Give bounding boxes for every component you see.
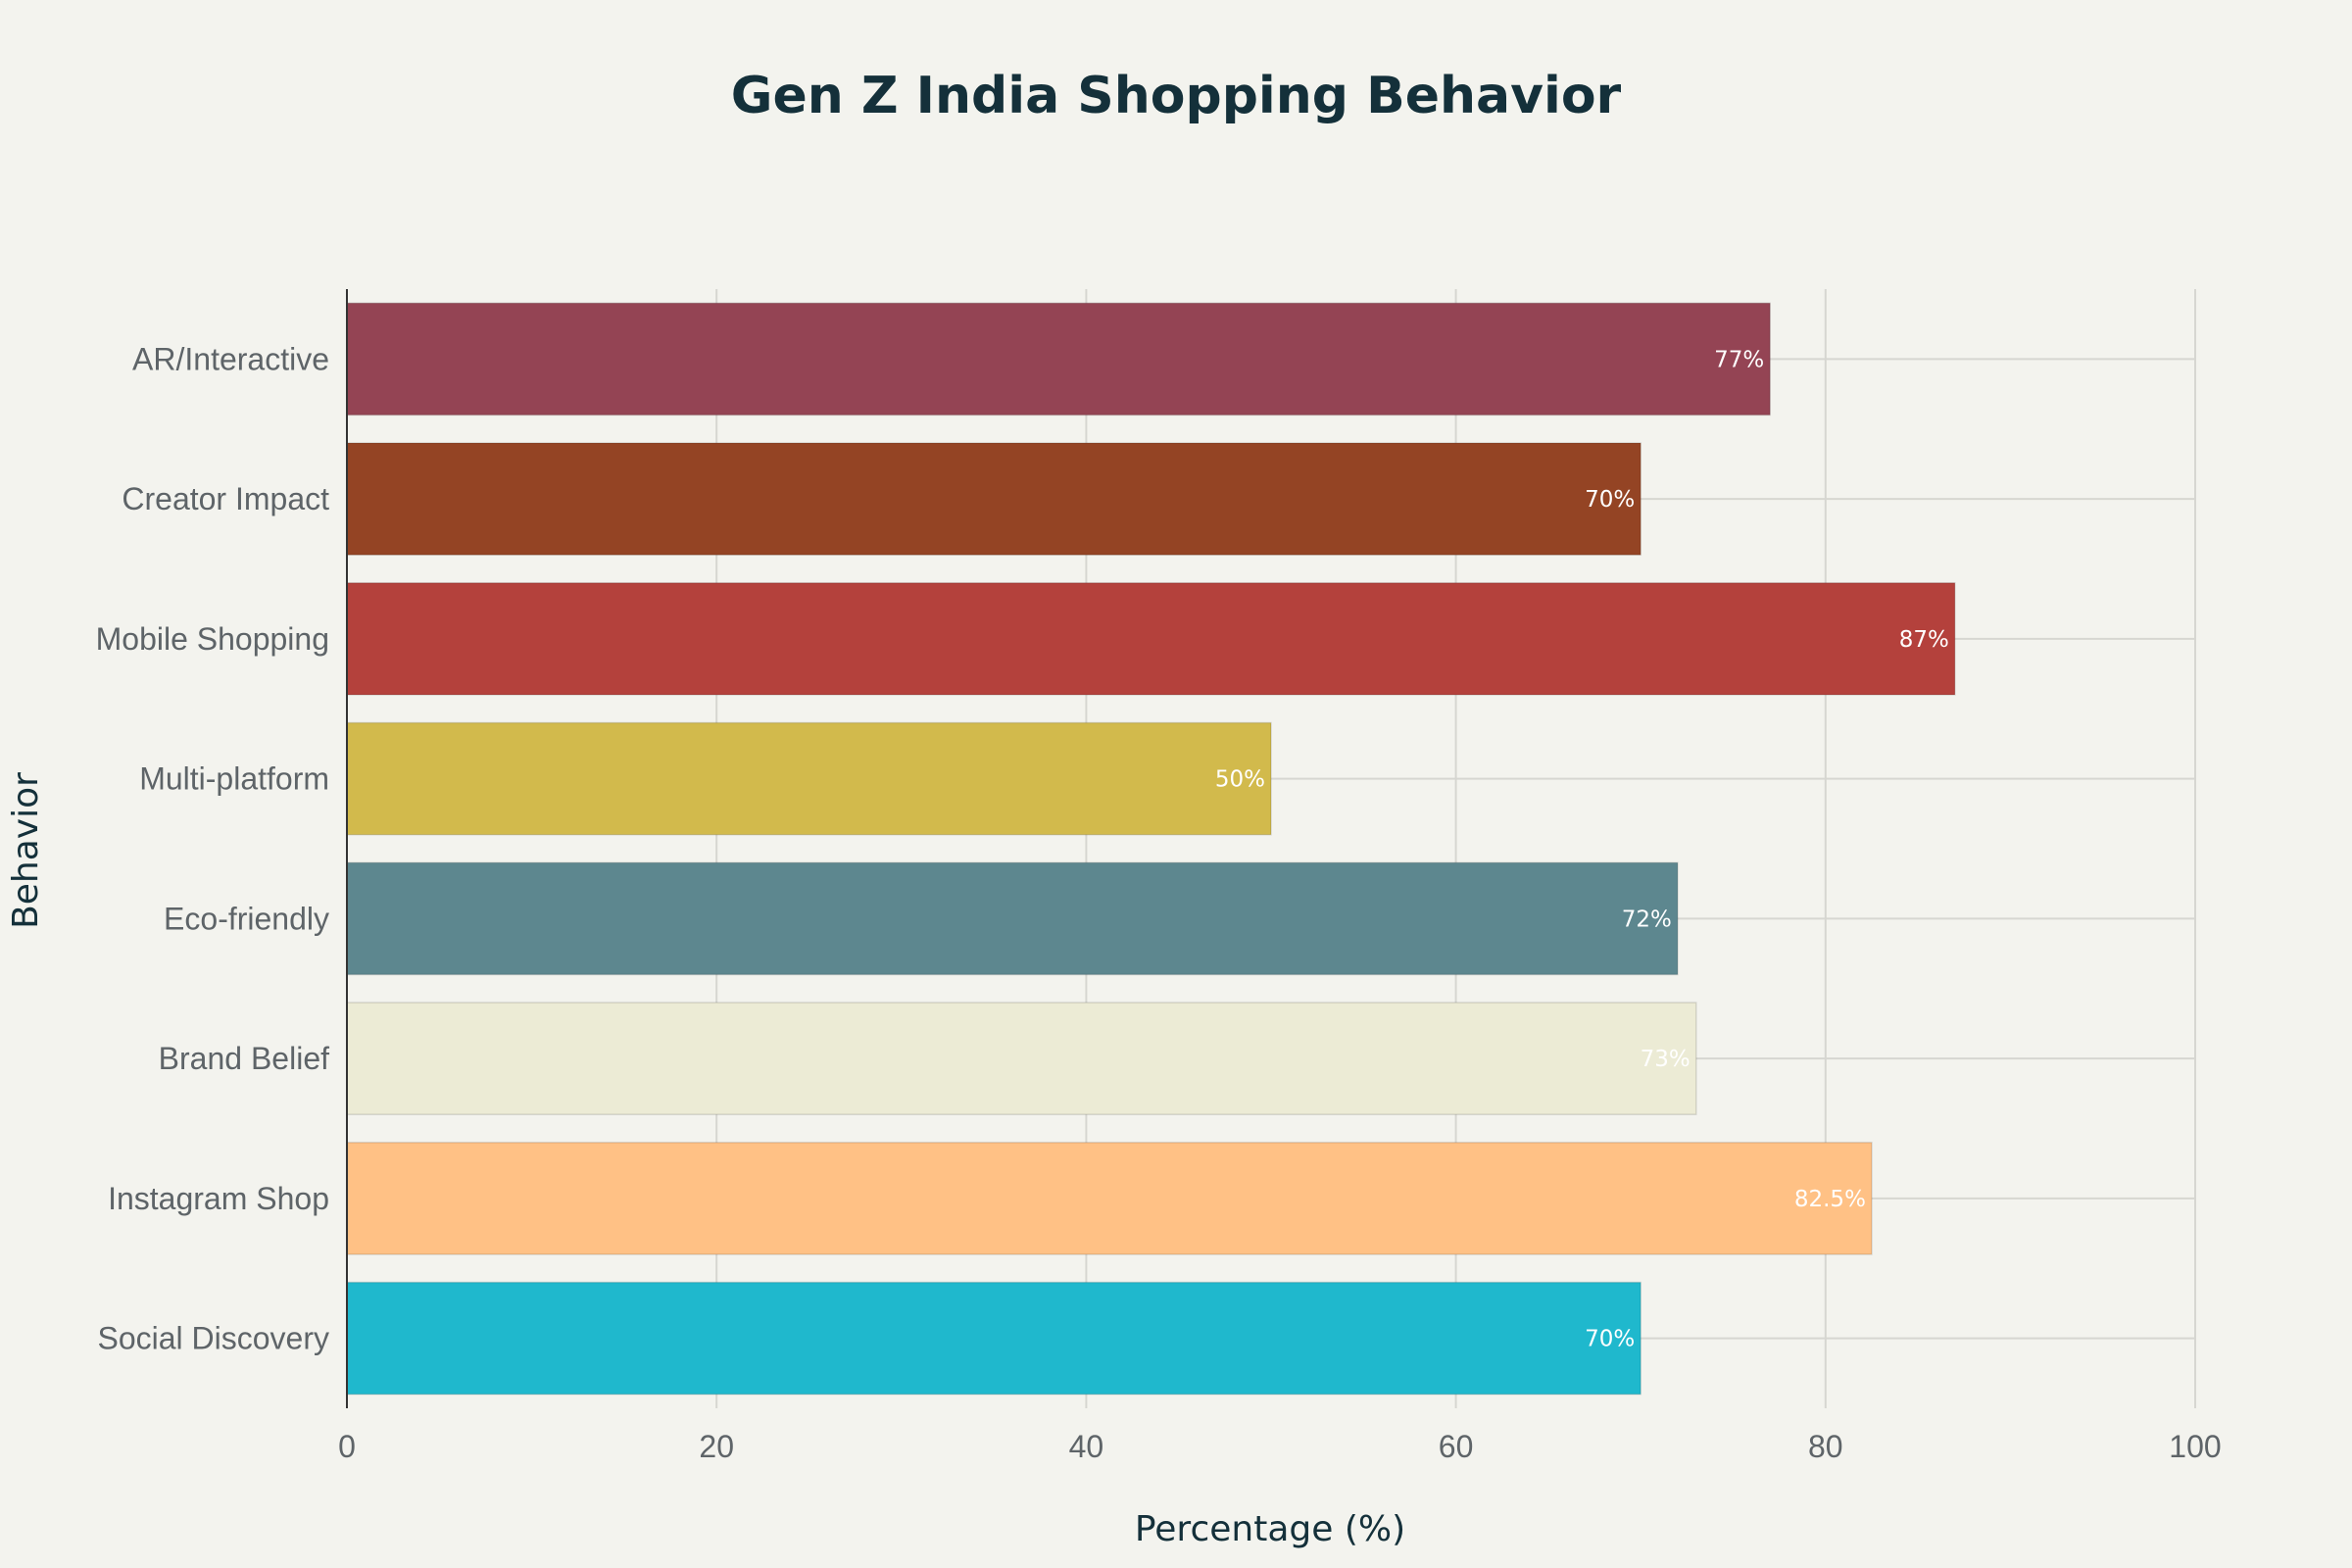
x-tick-label: 0 — [338, 1429, 356, 1464]
bar-value-label: 72% — [1622, 906, 1672, 932]
bar — [346, 861, 1679, 976]
x-tick-label: 100 — [2169, 1429, 2221, 1464]
bar — [346, 721, 1272, 836]
bar — [346, 302, 1771, 416]
x-axis-title: Percentage (%) — [1135, 1509, 1405, 1549]
bar-value-label: 50% — [1215, 767, 1265, 793]
x-tick-label: 60 — [1439, 1429, 1474, 1464]
bar-value-label: 70% — [1585, 487, 1635, 513]
chart-title: Gen Z India Shopping Behavior — [731, 67, 1622, 125]
category-label: Instagram Shop — [108, 1181, 329, 1216]
bars — [346, 302, 1956, 1396]
x-axis-ticks: 0 20 40 60 80 100 — [338, 1429, 2222, 1464]
category-label: AR/Interactive — [132, 341, 329, 376]
x-tick-label: 80 — [1808, 1429, 1843, 1464]
category-label: Multi-platform — [139, 761, 329, 797]
bar-value-label: 77% — [1714, 347, 1764, 372]
bar-value-label: 87% — [1899, 627, 1949, 653]
bar — [346, 582, 1956, 696]
y-axis-category-labels: AR/Interactive Creator Impact Mobile Shopp… — [96, 341, 330, 1355]
category-label: Mobile Shopping — [96, 621, 329, 657]
bar-value-label: 70% — [1585, 1327, 1635, 1352]
bar-value-label: 73% — [1641, 1047, 1690, 1072]
data-labels: 77% 70% 87% 50% 72% 73% 82.5% 70% — [1215, 347, 1949, 1351]
bar — [346, 1002, 1697, 1115]
category-label: Creator Impact — [122, 481, 329, 516]
y-axis-title: Behavior — [6, 772, 46, 929]
bar — [346, 442, 1642, 556]
category-label: Brand Belief — [159, 1041, 329, 1076]
category-label: Eco-friendly — [164, 901, 329, 936]
x-tick-label: 40 — [1069, 1429, 1104, 1464]
bar — [346, 1142, 1873, 1255]
bar-value-label: 82.5% — [1794, 1187, 1866, 1212]
bar — [346, 1281, 1642, 1396]
x-tick-label: 20 — [699, 1429, 734, 1464]
category-label: Social Discovery — [97, 1321, 329, 1356]
